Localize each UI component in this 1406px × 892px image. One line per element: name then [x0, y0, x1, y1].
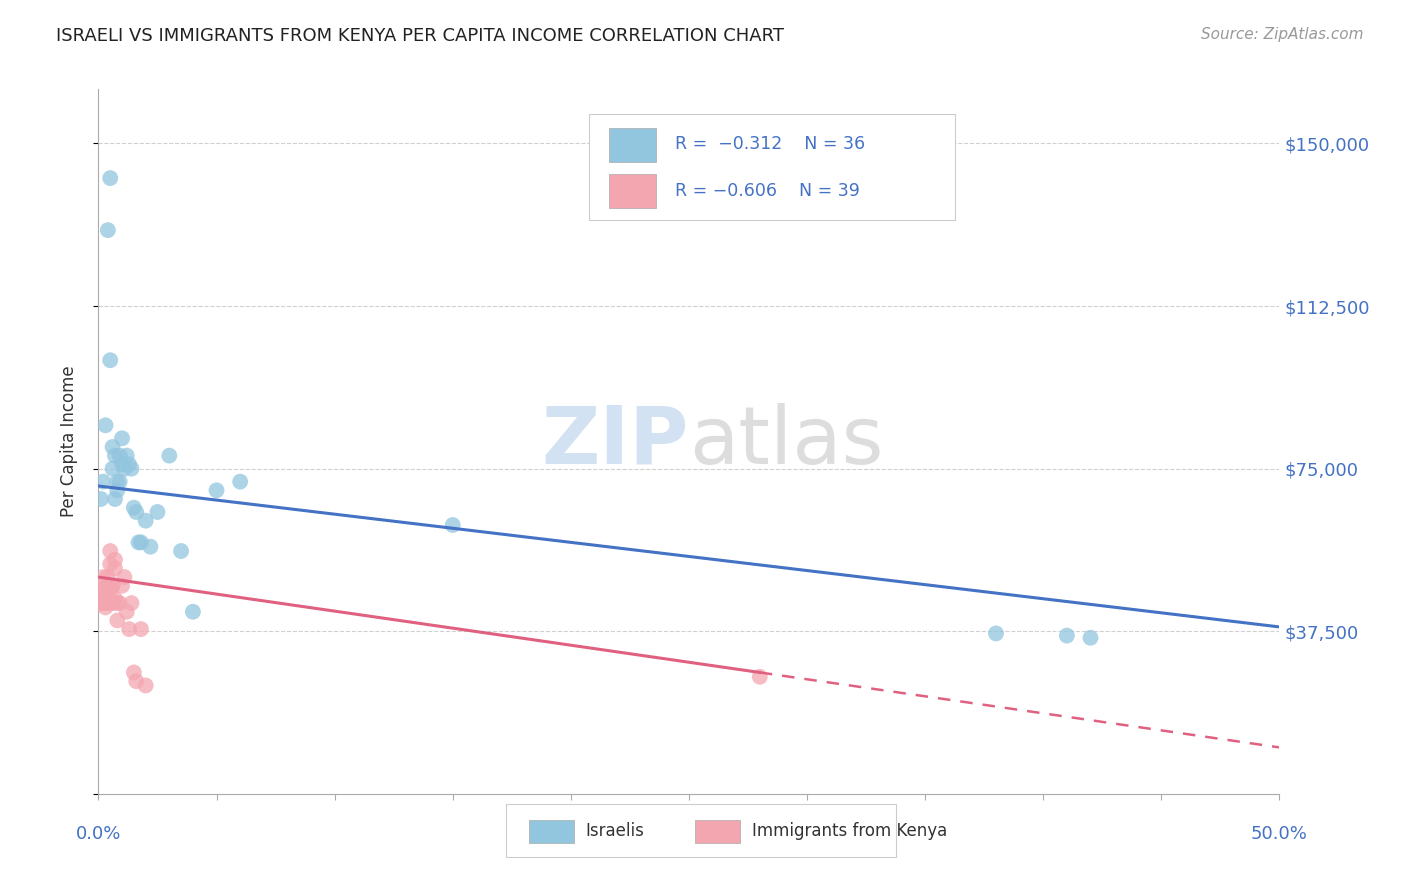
Point	[125, 505, 148, 519]
Point	[122, 500, 145, 515]
Point	[128, 535, 150, 549]
Point	[98, 171, 121, 186]
Text: Source: ZipAtlas.com: Source: ZipAtlas.com	[1201, 27, 1364, 42]
Point	[139, 540, 162, 554]
Point	[94, 418, 117, 433]
Point	[122, 665, 145, 680]
FancyBboxPatch shape	[609, 128, 655, 161]
Point	[101, 461, 124, 475]
Point	[104, 491, 127, 506]
Point	[94, 600, 117, 615]
Text: 0.0%: 0.0%	[76, 825, 121, 843]
Point	[104, 449, 127, 463]
Point	[108, 475, 131, 489]
Point	[129, 622, 152, 636]
Text: R =  −0.312    N = 36: R = −0.312 N = 36	[675, 136, 865, 153]
Point	[984, 626, 1007, 640]
Point	[118, 622, 141, 636]
Point	[118, 458, 141, 472]
FancyBboxPatch shape	[506, 805, 896, 857]
Point	[108, 449, 131, 463]
Point	[97, 579, 120, 593]
Point	[97, 596, 120, 610]
Point	[115, 449, 138, 463]
Point	[105, 475, 128, 489]
Point	[108, 596, 131, 610]
Point	[101, 579, 124, 593]
Text: R = −0.606    N = 39: R = −0.606 N = 39	[675, 182, 859, 200]
Point	[135, 514, 157, 528]
Point	[90, 587, 112, 601]
Point	[1080, 631, 1102, 645]
Point	[121, 596, 143, 610]
Text: atlas: atlas	[689, 402, 883, 481]
Point	[94, 596, 117, 610]
Text: ZIP: ZIP	[541, 402, 689, 481]
Point	[101, 440, 124, 454]
Point	[90, 596, 112, 610]
Point	[98, 596, 121, 610]
Point	[91, 570, 114, 584]
Point	[98, 544, 121, 558]
Point	[104, 561, 127, 575]
Point	[748, 670, 770, 684]
Point	[91, 475, 114, 489]
Point	[98, 353, 121, 368]
Point	[104, 591, 127, 606]
FancyBboxPatch shape	[609, 174, 655, 208]
Point	[181, 605, 204, 619]
Point	[135, 678, 157, 692]
Point	[111, 431, 134, 445]
Point	[101, 579, 124, 593]
FancyBboxPatch shape	[530, 820, 575, 843]
Point	[105, 614, 128, 628]
Point	[112, 570, 135, 584]
Point	[125, 674, 148, 689]
Point	[157, 449, 180, 463]
Point	[97, 570, 120, 584]
Point	[170, 544, 193, 558]
FancyBboxPatch shape	[589, 114, 955, 219]
Point	[91, 591, 114, 606]
Point	[146, 505, 169, 519]
Point	[104, 552, 127, 566]
Point	[129, 535, 152, 549]
Point	[91, 583, 114, 598]
Point	[91, 596, 114, 610]
Text: Israelis: Israelis	[585, 822, 644, 840]
Text: Immigrants from Kenya: Immigrants from Kenya	[752, 822, 946, 840]
Point	[229, 475, 252, 489]
Point	[90, 596, 112, 610]
Point	[105, 483, 128, 498]
Point	[112, 461, 135, 475]
Point	[101, 596, 124, 610]
Point	[94, 587, 117, 601]
Point	[98, 557, 121, 571]
Point	[91, 579, 114, 593]
Point	[441, 518, 464, 533]
Point	[97, 223, 120, 237]
Point	[1056, 629, 1078, 643]
Point	[121, 461, 143, 475]
Y-axis label: Per Capita Income: Per Capita Income	[59, 366, 77, 517]
Point	[94, 587, 117, 601]
Point	[98, 583, 121, 598]
Point	[90, 491, 112, 506]
Point	[205, 483, 228, 498]
Point	[111, 458, 134, 472]
Point	[111, 579, 134, 593]
Point	[105, 596, 128, 610]
Text: ISRAELI VS IMMIGRANTS FROM KENYA PER CAPITA INCOME CORRELATION CHART: ISRAELI VS IMMIGRANTS FROM KENYA PER CAP…	[56, 27, 785, 45]
Text: 50.0%: 50.0%	[1251, 825, 1308, 843]
Point	[115, 605, 138, 619]
FancyBboxPatch shape	[695, 820, 740, 843]
Point	[90, 587, 112, 601]
